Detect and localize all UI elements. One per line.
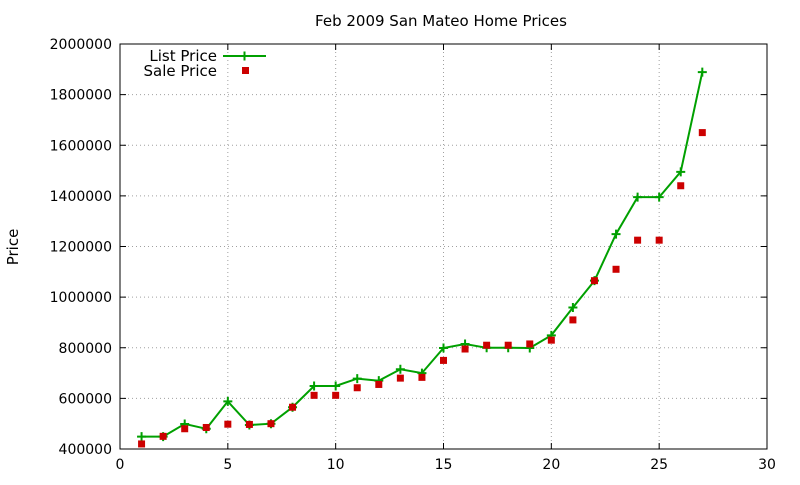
tick-labels: 0 5 10 15 20 25 30 400000 600000 800000 1000000 120… bbox=[50, 37, 776, 473]
data-point-sale-price bbox=[289, 403, 297, 411]
data-point-list-price bbox=[395, 364, 405, 374]
x-tick-label: 5 bbox=[223, 457, 232, 473]
data-point-list-price bbox=[439, 343, 448, 353]
data-point-sale-price bbox=[332, 391, 340, 399]
x-tick-label: 15 bbox=[435, 457, 453, 473]
data-point-sale-price bbox=[440, 356, 447, 364]
data-point-sale-price bbox=[461, 345, 469, 353]
data-point-list-price bbox=[568, 303, 578, 313]
data-point-list-price bbox=[223, 396, 233, 406]
grid-lines bbox=[120, 44, 767, 449]
data-point-sale-price bbox=[310, 391, 318, 399]
y-tick-label: 800000 bbox=[59, 341, 112, 357]
data-point-list-price bbox=[697, 67, 707, 77]
data-point-list-price bbox=[352, 374, 362, 384]
x-tick-label: 30 bbox=[758, 457, 776, 473]
data-point-sale-price bbox=[245, 420, 253, 428]
y-axis-label: Price bbox=[4, 229, 22, 266]
data-point-sale-price bbox=[569, 316, 577, 324]
y-tick-label: 1000000 bbox=[50, 290, 112, 306]
data-point-sale-price bbox=[590, 277, 598, 285]
data-point-list-price bbox=[676, 167, 686, 177]
y-tick-label: 1600000 bbox=[50, 138, 112, 154]
x-tick-label: 10 bbox=[327, 457, 345, 473]
x-tick-label: 0 bbox=[116, 457, 125, 473]
data-point-list-price bbox=[611, 229, 621, 239]
data-point-sale-price bbox=[698, 129, 706, 137]
data-point-sale-price bbox=[418, 373, 426, 381]
data-point-sale-price bbox=[396, 374, 404, 382]
data-point-sale-price bbox=[267, 420, 275, 428]
legend-marker-sale-price bbox=[242, 67, 249, 74]
data-point-sale-price bbox=[224, 420, 232, 428]
y-tick-label: 2000000 bbox=[50, 37, 112, 53]
data-point-list-price bbox=[309, 381, 319, 391]
x-tick-label: 20 bbox=[542, 457, 560, 473]
y-tick-label: 1200000 bbox=[50, 240, 112, 256]
data-point-sale-price bbox=[634, 236, 642, 244]
x-tick-label: 25 bbox=[650, 457, 668, 473]
data-point-sale-price bbox=[353, 384, 361, 392]
axis-ticks bbox=[120, 44, 767, 449]
data-point-sale-price bbox=[677, 182, 685, 190]
y-tick-label: 1400000 bbox=[50, 189, 112, 205]
data-point-sale-price bbox=[159, 432, 167, 440]
series-layer bbox=[137, 67, 707, 448]
data-point-list-price bbox=[331, 381, 341, 391]
data-point-sale-price bbox=[375, 380, 383, 388]
data-point-sale-price bbox=[181, 425, 189, 433]
legend-marker-list-price bbox=[240, 51, 249, 61]
data-point-sale-price bbox=[483, 341, 491, 349]
legend-label-list-price: List Price bbox=[149, 47, 217, 65]
data-point-list-price bbox=[137, 432, 147, 442]
data-point-list-price bbox=[654, 192, 664, 202]
data-point-list-price bbox=[633, 192, 643, 202]
series-line-list-price bbox=[141, 71, 704, 438]
data-point-sale-price bbox=[504, 341, 512, 349]
y-tick-label: 1800000 bbox=[50, 88, 112, 104]
y-tick-label: 600000 bbox=[59, 391, 112, 407]
data-point-sale-price bbox=[612, 265, 620, 273]
chart-title: Feb 2009 San Mateo Home Prices bbox=[315, 12, 567, 30]
data-point-sale-price bbox=[202, 423, 210, 431]
data-point-sale-price bbox=[547, 336, 555, 344]
data-point-sale-price bbox=[655, 236, 663, 244]
data-point-sale-price bbox=[526, 340, 534, 348]
legend: List Price Sale Price bbox=[144, 47, 266, 80]
legend-label-sale-price: Sale Price bbox=[144, 62, 217, 80]
y-tick-label: 400000 bbox=[59, 442, 112, 458]
data-point-sale-price bbox=[138, 440, 146, 448]
